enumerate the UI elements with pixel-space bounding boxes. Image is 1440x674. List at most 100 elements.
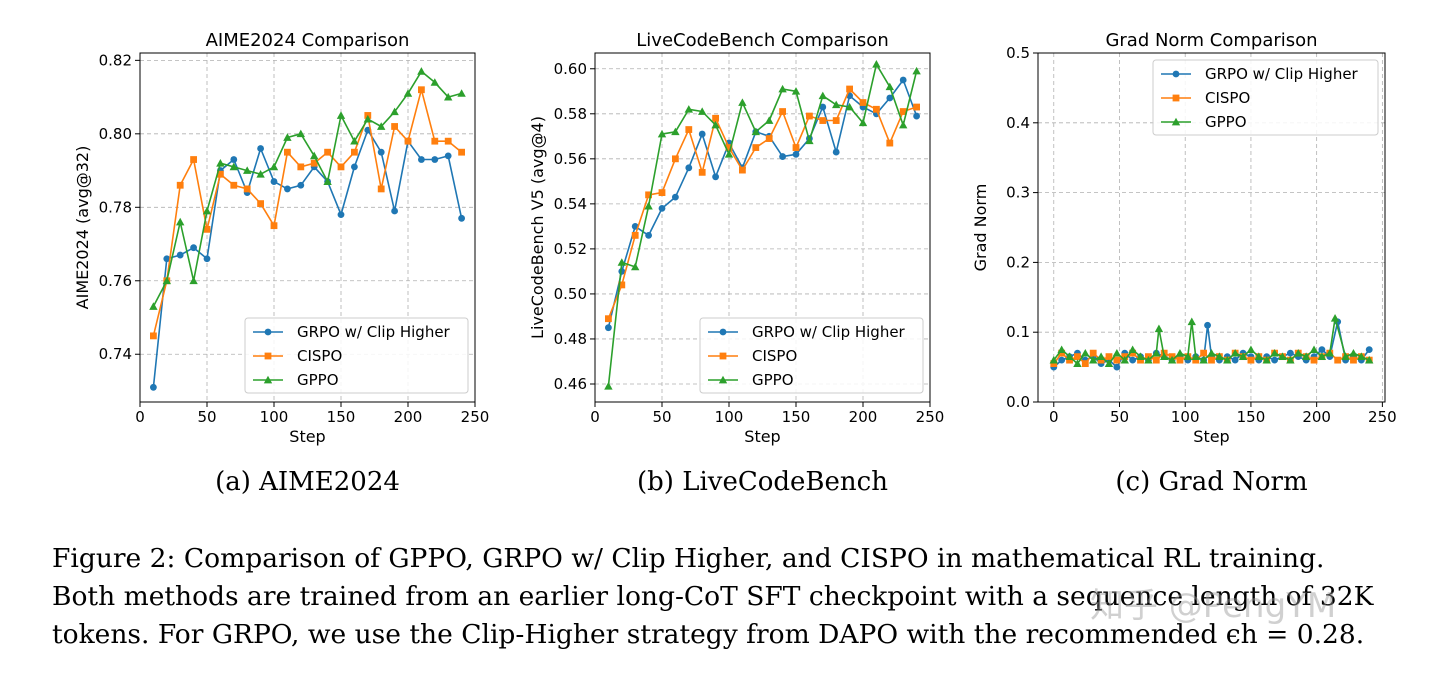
data-point-gppo <box>390 107 399 116</box>
chart-title: AIME2024 Comparison <box>206 30 410 51</box>
data-point-cispo <box>832 117 840 124</box>
data-point-grpo <box>337 211 345 219</box>
data-point-gppo <box>363 114 372 123</box>
legend-box <box>699 317 924 394</box>
data-point-cispo <box>712 114 719 122</box>
plot-frame <box>594 52 931 403</box>
chart-panel-1: 0 50 100 150 200 250 0.74 0.76 0.78 0.80 0.82 AIME2… <box>73 30 489 497</box>
data-point-gppo <box>684 105 693 113</box>
data-point-cispo <box>418 86 425 94</box>
y-tick-label: 0.58 <box>554 105 587 123</box>
data-point-gppo <box>1144 355 1153 364</box>
data-point-cispo <box>1074 353 1081 361</box>
y-tick-label: 0.50 <box>554 285 587 303</box>
data-point-grpo <box>1129 356 1137 364</box>
data-point-cispo <box>1081 360 1089 368</box>
data-point-gppo <box>765 116 774 124</box>
data-point-gppo <box>1152 348 1161 357</box>
data-point-cispo <box>297 163 305 171</box>
data-point-gppo <box>1183 352 1193 360</box>
x-tick-label: 200 <box>394 408 423 426</box>
y-tick-label: 0.0 <box>1006 393 1030 411</box>
data-point-cispo <box>806 112 813 120</box>
data-point-grpo <box>203 255 211 263</box>
x-tick-label: 250 <box>916 408 945 426</box>
series-line-gppo <box>607 63 918 387</box>
x-tick-label: 50 <box>197 408 216 426</box>
data-point-gppo <box>1175 348 1185 357</box>
data-point-grpo <box>418 156 425 163</box>
data-point-gppo <box>1223 355 1232 364</box>
data-point-gppo <box>310 151 319 160</box>
data-point-grpo <box>1286 349 1294 357</box>
x-tick-label: 0 <box>1049 408 1059 426</box>
chart-panel-3: 0 50 100 150 200 250 0.0 0.1 0.2 0.3 0.4 0.5 Grad No… <box>971 30 1397 497</box>
data-point-cispo <box>1113 356 1121 364</box>
data-point-gppo <box>457 89 466 97</box>
data-point-cispo <box>886 139 894 147</box>
data-point-cispo <box>1208 356 1215 364</box>
data-point-gppo <box>751 127 760 136</box>
legend-marker-cispo <box>1172 94 1180 102</box>
legend-marker-gppo <box>263 375 273 384</box>
x-axis-label: Step <box>1193 427 1229 446</box>
caption-line-3: tokens. For GRPO, we use the Clip-Higher… <box>52 619 1365 650</box>
data-point-gppo <box>1167 355 1177 364</box>
data-point-cispo <box>631 231 639 239</box>
data-point-gppo <box>1057 345 1066 354</box>
data-point-grpo <box>230 156 238 163</box>
data-point-gppo <box>1136 352 1145 360</box>
data-point-cispo <box>1247 356 1255 364</box>
data-point-gppo <box>1199 355 1208 364</box>
data-point-gppo <box>350 136 359 145</box>
data-point-cispo <box>672 155 679 163</box>
data-point-gppo <box>1187 317 1196 326</box>
legend-label-cispo: CISPO <box>297 347 342 365</box>
data-point-gppo <box>1073 359 1082 367</box>
data-point-grpo <box>150 383 157 391</box>
y-tick-label: 0.74 <box>99 345 132 363</box>
data-point-cispo <box>685 126 693 133</box>
data-point-grpo <box>899 76 907 84</box>
data-point-grpo <box>658 204 666 212</box>
data-point-grpo <box>190 244 198 252</box>
data-point-cispo <box>1097 356 1105 364</box>
y-tick-label: 0.54 <box>554 195 587 213</box>
data-point-gppo <box>444 92 453 101</box>
data-point-gppo <box>1207 348 1216 357</box>
watermark: 知乎 @PengYM <box>1090 586 1337 626</box>
x-tick-label: 150 <box>782 408 811 426</box>
data-point-cispo <box>310 159 318 167</box>
data-point-gppo <box>336 111 346 119</box>
y-tick-label: 0.3 <box>1006 184 1030 202</box>
data-point-cispo <box>230 181 238 189</box>
y-tick-label: 0.60 <box>554 60 587 78</box>
data-point-gppo <box>176 217 185 226</box>
legend-label-grpo: GRPO w/ Clip Higher <box>297 323 451 341</box>
data-point-cispo <box>391 123 398 130</box>
data-point-cispo <box>1050 360 1058 368</box>
data-point-gppo <box>162 276 171 285</box>
data-point-gppo <box>858 118 868 127</box>
data-point-grpo <box>1204 321 1211 329</box>
legend-marker-gppo <box>1171 117 1181 126</box>
data-point-cispo <box>270 222 278 230</box>
data-point-cispo <box>618 281 626 289</box>
data-point-gppo <box>1365 355 1374 364</box>
y-tick-label: 0.56 <box>554 150 587 168</box>
chart-title: Grad Norm Comparison <box>1105 30 1317 51</box>
data-point-cispo <box>1350 356 1357 364</box>
y-tick-label: 0.82 <box>99 51 132 69</box>
y-tick-label: 0.46 <box>554 375 587 393</box>
data-point-gppo <box>698 107 707 115</box>
chart-title: LiveCodeBench Comparison <box>636 30 888 51</box>
data-point-cispo <box>605 315 612 323</box>
series-line-cispo <box>152 88 463 337</box>
x-tick-label: 150 <box>327 408 356 426</box>
data-point-cispo <box>913 103 920 111</box>
data-point-cispo <box>1334 356 1342 364</box>
data-point-grpo <box>1113 363 1121 371</box>
data-point-gppo <box>283 133 292 141</box>
data-point-grpo <box>685 164 693 172</box>
